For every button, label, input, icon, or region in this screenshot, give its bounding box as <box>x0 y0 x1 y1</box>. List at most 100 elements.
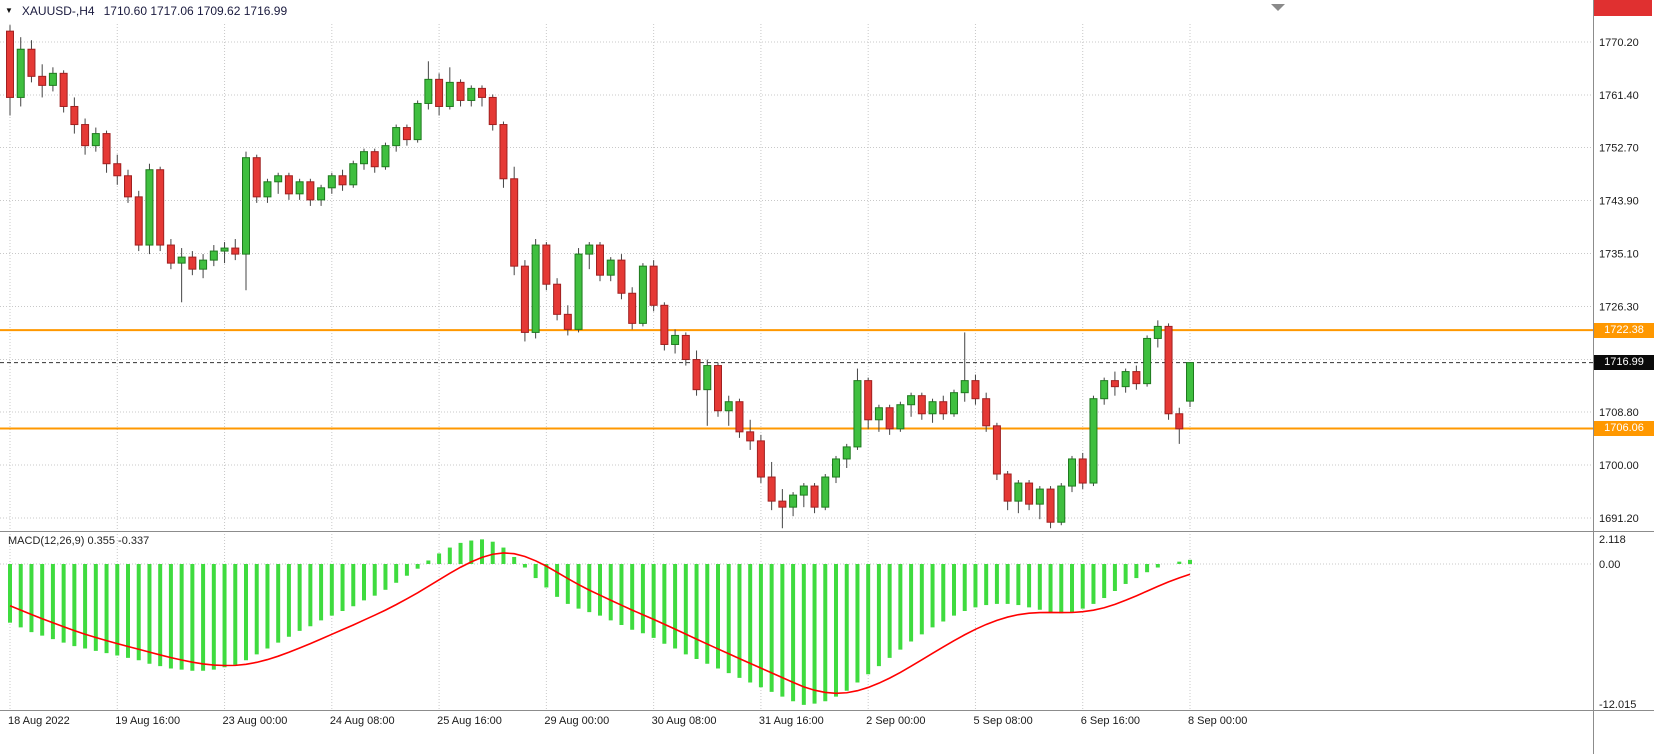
macd-axis-label: -12.015 <box>1599 699 1636 711</box>
candle-body <box>928 401 937 415</box>
candle-body <box>252 157 261 198</box>
symbol-timeframe-label: XAUUSD-,H4 <box>21 4 95 18</box>
candle-body <box>1089 398 1098 484</box>
candle-body <box>424 78 433 104</box>
candle-body <box>853 380 862 448</box>
candle-body <box>177 256 186 264</box>
candle-body <box>166 244 175 264</box>
candle-body <box>360 151 369 165</box>
current-price-badge: 1716.99 <box>1594 355 1654 370</box>
price-axis-label: 1691.20 <box>1599 513 1639 525</box>
candle-body <box>199 259 208 270</box>
candle-body <box>585 244 594 255</box>
candle-body <box>38 75 47 86</box>
candle-body <box>939 401 948 415</box>
candle-body <box>510 178 519 267</box>
candle-body <box>874 407 883 421</box>
candle-body <box>478 87 487 98</box>
candle-body <box>124 175 133 198</box>
candle-body <box>617 259 626 294</box>
time-axis-label: 5 Sep 08:00 <box>973 715 1032 727</box>
candle-body <box>724 401 733 412</box>
price-axis-label: 1735.10 <box>1599 248 1639 260</box>
candle-body <box>789 494 798 508</box>
candle-body <box>1121 371 1130 388</box>
ohlc-values: 1710.60 1717.06 1709.62 1716.99 <box>103 4 288 18</box>
candle-body <box>209 250 218 261</box>
candle-body <box>596 244 605 276</box>
candle-body <box>1175 413 1184 430</box>
candle-body <box>81 124 90 147</box>
price-axis-label: 1743.90 <box>1599 195 1639 207</box>
candle-body <box>145 169 154 246</box>
candle-body <box>950 392 959 415</box>
time-axis-label: 31 Aug 16:00 <box>759 715 824 727</box>
candle-body <box>692 359 701 391</box>
candle-body <box>735 401 744 433</box>
macd-axis-label: 0.00 <box>1599 559 1620 571</box>
candle-body <box>284 175 293 195</box>
candle-body <box>864 380 873 421</box>
candle-body <box>917 395 926 415</box>
candle-body <box>102 133 111 165</box>
candle-body <box>1046 488 1055 523</box>
candle-body <box>231 247 240 255</box>
candle-body <box>553 283 562 315</box>
price-axis-label: 1761.40 <box>1599 90 1639 102</box>
candle-body <box>27 48 36 77</box>
candle-body <box>1153 325 1162 339</box>
candle-body <box>960 380 969 394</box>
symbol-dropdown-icon[interactable]: ▼ <box>5 6 13 15</box>
candle-body <box>638 265 647 324</box>
candle-body <box>435 78 444 107</box>
candle-body <box>563 313 572 330</box>
candle-body <box>746 431 755 442</box>
candle-body <box>628 292 637 324</box>
top-right-red-indicator <box>1594 0 1652 16</box>
candle-body <box>714 365 723 412</box>
price-axis-label: 1700.00 <box>1599 460 1639 472</box>
time-axis-label: 18 Aug 2022 <box>8 715 70 727</box>
candle-body <box>992 425 1001 475</box>
candle-body <box>488 96 497 126</box>
candle-body <box>70 105 79 126</box>
time-axis-label: 23 Aug 00:00 <box>223 715 288 727</box>
candle-body <box>1003 473 1012 502</box>
candle-body <box>16 48 25 98</box>
candle-body <box>156 169 165 246</box>
candle-body <box>113 163 122 177</box>
candle-body <box>91 133 100 147</box>
candle-body <box>1025 482 1034 505</box>
chart-shift-marker[interactable] <box>1271 4 1285 11</box>
candle-body <box>370 151 379 168</box>
candle-body <box>402 127 411 141</box>
candle-body <box>349 163 358 186</box>
candle-body <box>48 72 57 86</box>
candle-body <box>842 446 851 460</box>
candle-body <box>896 404 905 430</box>
candle-body <box>1164 325 1173 415</box>
candle-body <box>456 81 465 101</box>
candle-body <box>649 265 658 306</box>
candle-body <box>1078 458 1087 484</box>
hline-lower-price-badge: 1706.06 <box>1594 421 1654 436</box>
time-axis-label: 25 Aug 16:00 <box>437 715 502 727</box>
time-axis-label: 30 Aug 08:00 <box>652 715 717 727</box>
candle-body <box>821 476 830 508</box>
candle-body <box>467 87 476 101</box>
price-axis-label: 1726.30 <box>1599 302 1639 314</box>
time-axis-label: 2 Sep 00:00 <box>866 715 925 727</box>
candle-body <box>220 247 229 252</box>
price-axis-label: 1770.20 <box>1599 37 1639 49</box>
candle-body <box>660 304 669 345</box>
macd-axis-label: 2.118 <box>1599 534 1626 546</box>
candle-body <box>317 187 326 201</box>
candle-body <box>188 256 197 270</box>
candle-body <box>413 102 422 141</box>
candle-body <box>1132 371 1141 385</box>
candle-body <box>327 175 336 189</box>
candle-body <box>1057 485 1066 523</box>
candle-body <box>6 30 14 98</box>
candle-body <box>756 440 765 478</box>
